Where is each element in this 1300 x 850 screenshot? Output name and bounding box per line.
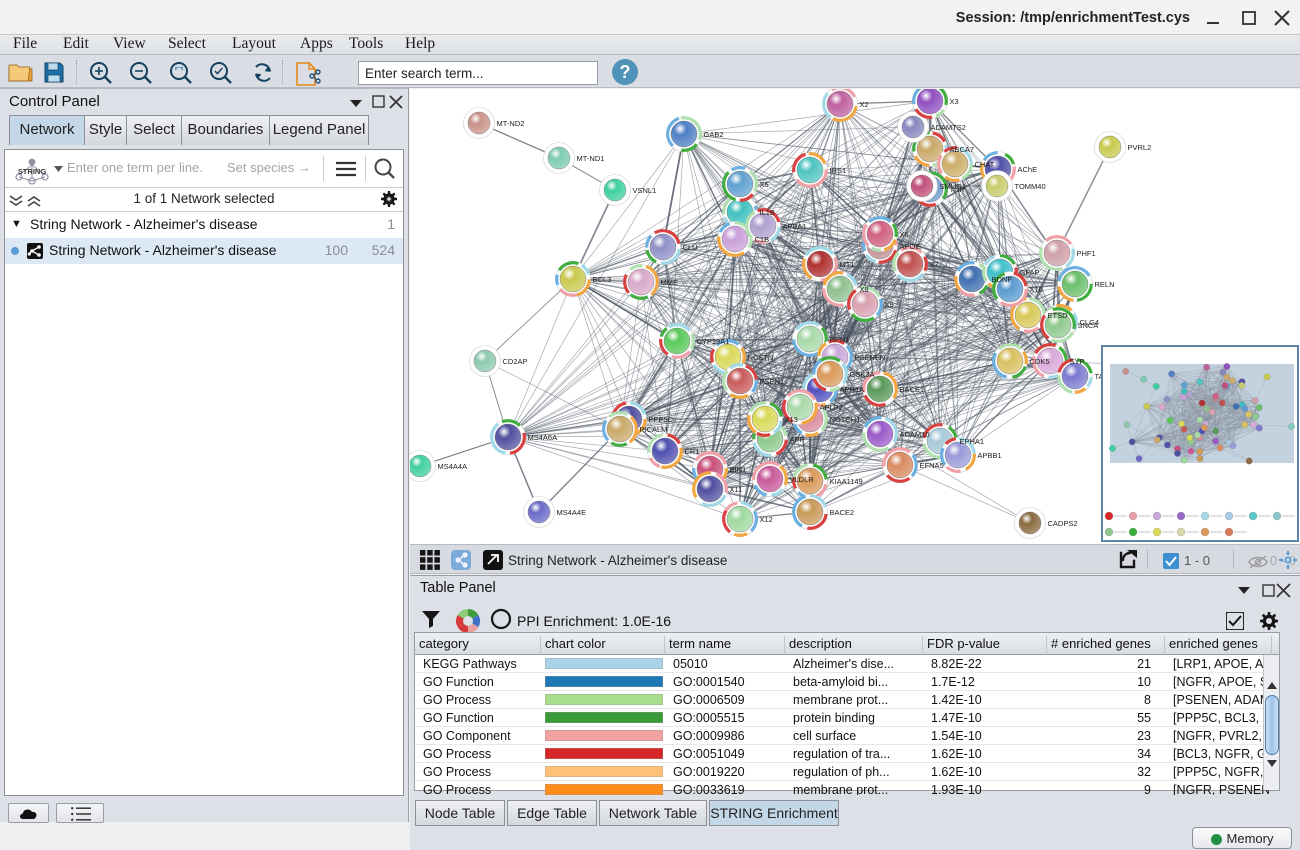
svg-text:APH1A: APH1A [840,385,865,394]
svg-text:ETSD: ETSD [1048,311,1069,320]
svg-text:X2: X2 [860,100,869,109]
svg-text:APBA1: APBA1 [783,222,807,231]
svg-text:CDK5: CDK5 [1030,357,1050,366]
svg-text:CADPS2: CADPS2 [1048,519,1078,528]
svg-text:CR1: CR1 [685,447,700,456]
svg-text:X3: X3 [950,97,959,106]
svg-text:BIN1: BIN1 [730,465,747,474]
svg-text:PICALM: PICALM [640,425,668,434]
svg-text:ADAMTS2: ADAMTS2 [931,123,966,132]
svg-text:ABCA7: ABCA7 [950,145,975,154]
svg-text:C1B: C1B [755,235,770,244]
svg-text:MS4A6A: MS4A6A [528,433,558,442]
svg-text:GAB2: GAB2 [704,130,724,139]
svg-text:MT1: MT1 [840,260,855,269]
svg-text:BACE2: BACE2 [830,508,855,517]
svg-text:EPHA1: EPHA1 [960,437,985,446]
svg-text:X9: X9 [885,300,894,309]
svg-text:SNCA: SNCA [1078,321,1099,330]
svg-text:X11: X11 [730,485,743,494]
svg-text:SMUG1: SMUG1 [940,182,967,191]
svg-text:MME: MME [661,278,679,287]
svg-text:CLU: CLU [683,243,698,252]
svg-text:X10: X10 [1030,285,1043,294]
svg-text:APOE: APOE [900,242,921,251]
svg-text:APP: APP [790,435,805,444]
svg-text:X13: X13 [785,415,798,424]
svg-text:MT-ND1: MT-ND1 [577,154,605,163]
svg-text:X5: X5 [760,180,769,189]
svg-text:MS4A4A: MS4A4A [438,462,468,471]
svg-text:IRS1: IRS1 [830,166,847,175]
svg-text:GFAP: GFAP [1020,268,1040,277]
svg-text:APBB1: APBB1 [978,451,1002,460]
svg-text:ADAM10: ADAM10 [900,430,930,439]
svg-text:STRING: STRING [18,167,47,176]
svg-text:CD2AP: CD2AP [503,357,528,366]
svg-text:X8: X8 [860,285,869,294]
svg-text:APLP2: APLP2 [820,403,843,412]
svg-text:X6: X6 [900,230,909,239]
svg-text:VSNL1: VSNL1 [633,186,657,195]
svg-text:TOMM40: TOMM40 [1015,182,1046,191]
svg-text:RELN: RELN [1095,280,1115,289]
svg-text:PHF1: PHF1 [1077,249,1096,258]
svg-text:X12: X12 [760,515,773,524]
svg-text:MT-ND2: MT-ND2 [497,119,525,128]
svg-text:NCSTN: NCSTN [748,353,774,362]
svg-text:X7: X7 [930,260,939,269]
svg-text:CYP19A1: CYP19A1 [697,337,730,346]
svg-text:EFNA5: EFNA5 [920,461,944,470]
svg-text:IL1B: IL1B [760,208,775,217]
svg-text:?: ? [620,62,631,82]
svg-text:AChE: AChE [1018,165,1038,174]
svg-text:BACE1: BACE1 [900,385,925,394]
svg-text:VLDLR: VLDLR [790,475,815,484]
svg-text:BCL3: BCL3 [593,275,612,284]
svg-text:SYP: SYP [1070,357,1085,366]
svg-text:PPP5C: PPP5C [649,415,674,424]
svg-text:CHAT: CHAT [975,160,995,169]
svg-text:NOTCH1: NOTCH1 [830,415,861,424]
svg-text:KIAA1149: KIAA1149 [830,477,863,486]
svg-text:MS4A4E: MS4A4E [557,508,587,517]
svg-text:PVRL2: PVRL2 [1128,143,1152,152]
svg-text:RPN1: RPN1 [830,335,850,344]
svg-text:BDNF: BDNF [992,275,1013,284]
svg-text:PSENEN: PSENEN [855,353,886,362]
svg-text:PSEN1: PSEN1 [760,377,785,386]
svg-text:GSK3A: GSK3A [850,370,875,379]
